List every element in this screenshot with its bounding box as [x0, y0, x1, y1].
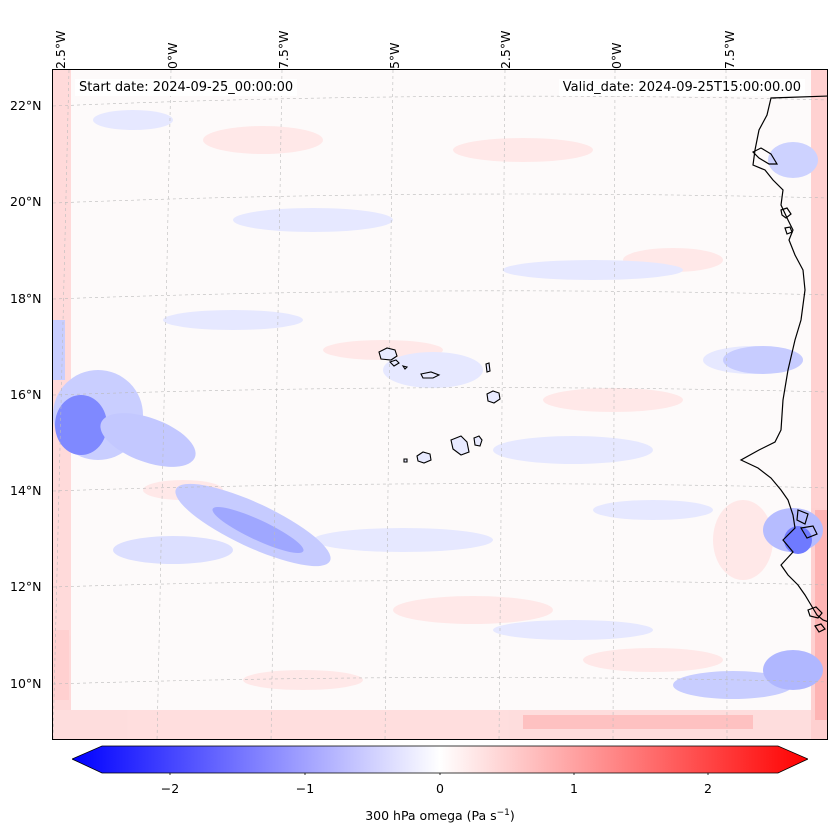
map-panel: Start date: 2024-09-25_00:00:00 Valid_da… [52, 69, 828, 740]
colorbar [72, 745, 808, 775]
lat-tick-14N: 14°N [10, 483, 42, 498]
graticule [53, 70, 827, 739]
colorbar-tick-neg1: −1 [295, 781, 315, 796]
boundary-frame [53, 70, 827, 739]
lat-tick-10N: 10°N [10, 676, 42, 691]
colorbar-tick-1: 1 [570, 781, 578, 796]
start-date-label: Start date: 2024-09-25_00:00:00 [75, 79, 298, 96]
colorbar-label: 300 hPa omega (Pa s−1) [0, 808, 837, 823]
colorbar-gradient [72, 745, 808, 774]
strong-ascent-bands [53, 142, 823, 700]
colorbar-ticks [169, 773, 709, 775]
lat-tick-12N: 12°N [10, 579, 42, 594]
lat-tick-22N: 22°N [10, 98, 42, 113]
lat-tick-16N: 16°N [10, 387, 42, 402]
valid-date-label: Valid_date: 2024-09-25T15:00:00.00 [558, 79, 805, 96]
field-background [53, 70, 827, 739]
colorbar-tick-neg2: −2 [160, 781, 180, 796]
lat-tick-20N: 20°N [10, 194, 42, 209]
colorbar-label-close: ) [509, 808, 515, 824]
colorbar-label-main: 300 hPa omega (Pa s [365, 808, 497, 824]
negative-omega-patches [93, 110, 803, 640]
colorbar-label-sup: −1 [496, 808, 510, 818]
african-coastline [739, 95, 827, 633]
positive-omega-patches [143, 126, 773, 690]
omega-field-map [53, 70, 827, 739]
colorbar-tick-2: 2 [704, 781, 712, 796]
colorbar-tick-0: 0 [436, 781, 444, 796]
lat-tick-18N: 18°N [10, 291, 42, 306]
cape-verde-islands [378, 347, 501, 464]
